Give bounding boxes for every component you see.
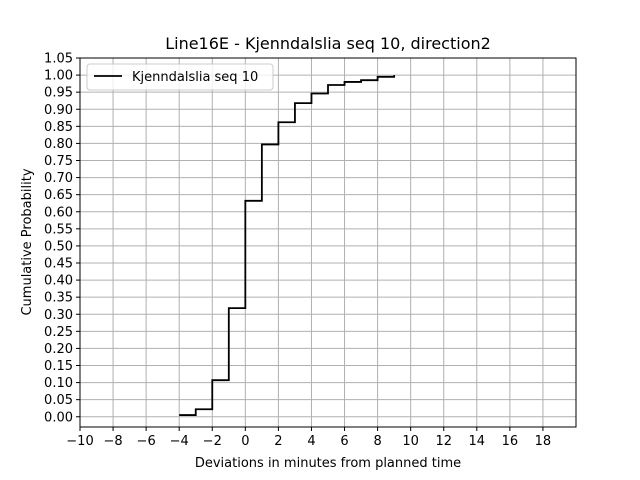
x-tick-label: 18 [535, 434, 552, 449]
y-tick-label: 0.75 [44, 154, 73, 169]
grid [79, 57, 576, 427]
plot-frame [79, 57, 577, 428]
x-tick-label: 8 [373, 434, 381, 449]
legend-label: Kjenndalslia seq 10 [132, 70, 258, 85]
y-tick-label: 1.00 [44, 69, 73, 84]
x-tick-label: 4 [307, 434, 315, 449]
y-tick-label: 0.55 [44, 222, 73, 237]
x-tick-label: 16 [502, 434, 519, 449]
x-tick-label: 2 [274, 434, 282, 449]
chart-title: Line16E - Kjenndalslia seq 10, direction… [165, 34, 491, 53]
x-tick-label: 6 [340, 434, 348, 449]
x-tick-label: 10 [402, 434, 419, 449]
series-layer [179, 75, 396, 416]
x-tick-label: −8 [103, 434, 122, 449]
y-tick-label: 0.10 [44, 376, 73, 391]
y-tick-label: 0.15 [44, 359, 73, 374]
y-tick-label: 0.35 [44, 291, 73, 306]
y-tick-label: 0.80 [44, 137, 73, 152]
y-tick-label: 0.70 [44, 171, 73, 186]
y-tick-label: 1.05 [44, 52, 73, 67]
y-tick-label: 0.20 [44, 342, 73, 357]
y-tick-label: 0.05 [44, 393, 73, 408]
x-tick-label: −4 [170, 434, 189, 449]
x-axis-label: Deviations in minutes from planned time [195, 456, 461, 471]
x-tick-label: −6 [137, 434, 156, 449]
y-tick-label: 0.30 [44, 308, 73, 323]
x-tick-label: 12 [435, 434, 452, 449]
x-tick-label: 0 [241, 434, 249, 449]
y-tick-label: 0.00 [44, 410, 73, 425]
legend-box [86, 63, 274, 91]
y-tick-label: 0.85 [44, 120, 73, 135]
y-tick-label: 0.45 [44, 257, 73, 272]
y-axis: 0.00 0.05 0.10 0.15 0.20 0.25 0.30 0.35 0.40 0.45… [44, 52, 80, 425]
legend: Kjenndalslia seq 10 [86, 63, 274, 91]
y-axis-label: Cumulative Probability [20, 168, 35, 315]
x-axis: −10 −8 −6 −4 −2 0 2 4 6 8 10 12 14 16 18 [66, 427, 551, 449]
x-tick-label: −2 [203, 434, 222, 449]
y-tick-label: 0.60 [44, 205, 73, 220]
y-tick-label: 0.90 [44, 103, 73, 118]
y-tick-label: 0.50 [44, 239, 73, 254]
x-tick-label: −10 [66, 434, 93, 449]
series-step-line [179, 75, 396, 416]
y-tick-label: 0.25 [44, 325, 73, 340]
y-tick-label: 0.65 [44, 188, 73, 203]
y-tick-label: 0.40 [44, 274, 73, 289]
x-tick-label: 14 [469, 434, 486, 449]
y-tick-label: 0.95 [44, 86, 73, 101]
